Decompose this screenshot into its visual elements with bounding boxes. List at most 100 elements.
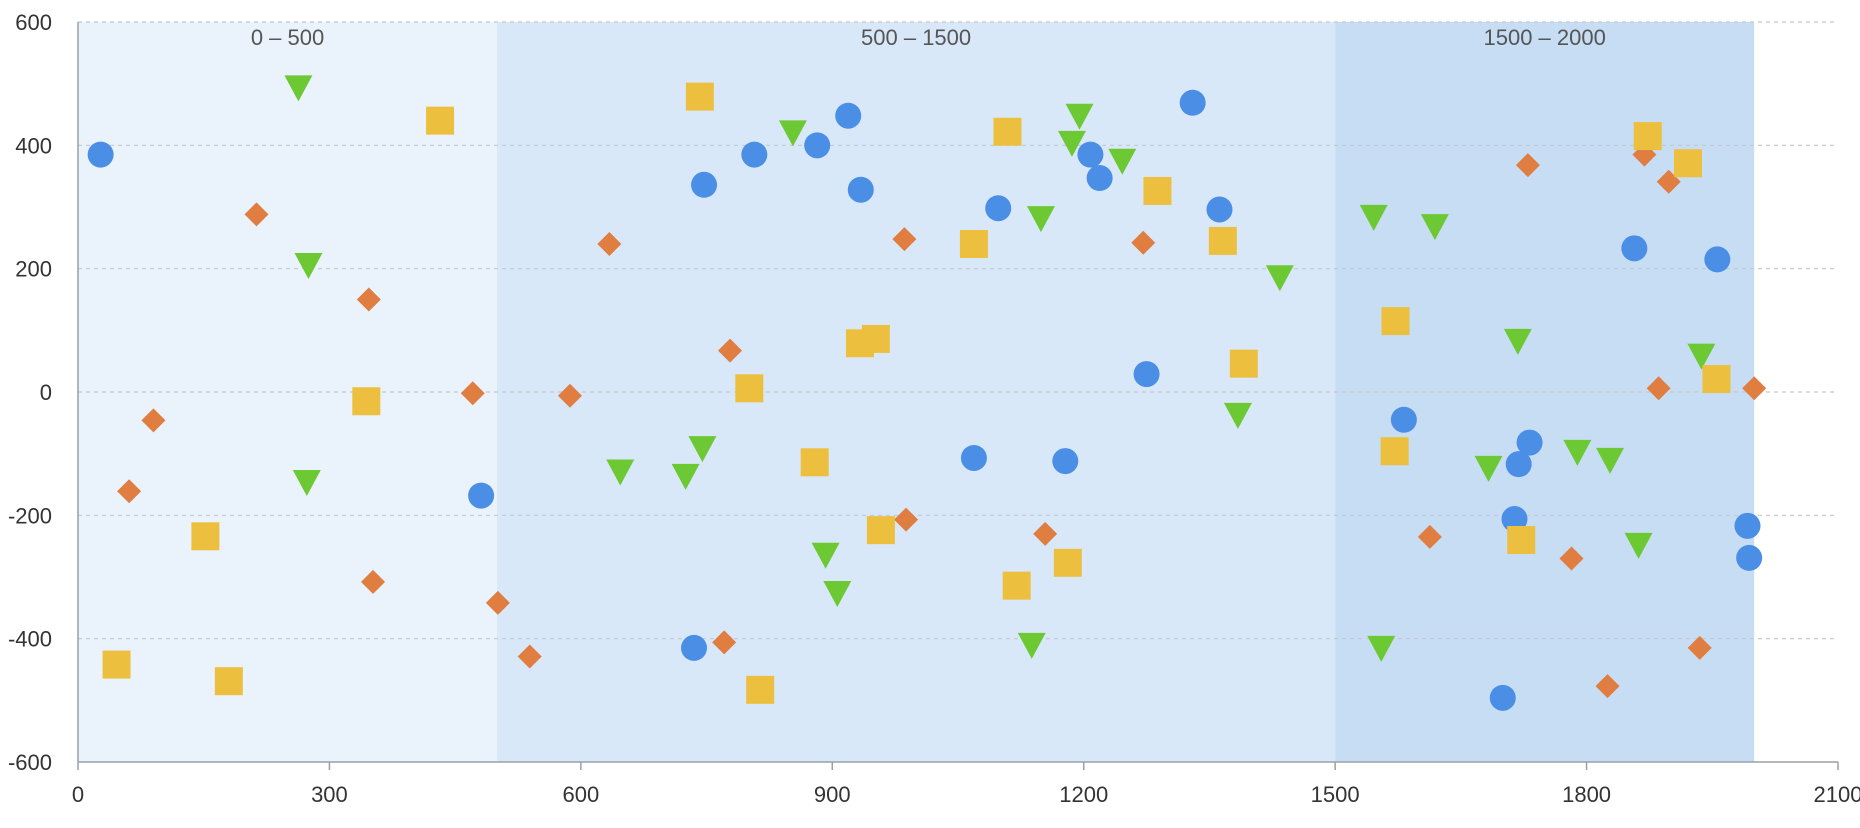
y-tick-label: -400 [8, 627, 52, 652]
point-square [861, 324, 890, 353]
point-circle [1052, 448, 1079, 475]
point-diamond [244, 202, 269, 227]
x-tick-label: 1200 [1059, 782, 1108, 807]
point-diamond [517, 644, 542, 669]
point-square [746, 675, 775, 704]
point-circle [835, 102, 862, 129]
point-square [214, 667, 243, 696]
point-triangle-down [811, 542, 840, 569]
point-diamond [117, 479, 142, 504]
point-triangle-down [1065, 103, 1094, 130]
point-circle [1206, 196, 1233, 223]
point-diamond [1687, 635, 1712, 660]
x-tick-label: 2100 [1814, 782, 1860, 807]
point-triangle-down [606, 459, 635, 486]
point-square [426, 106, 455, 135]
point-square [685, 82, 714, 111]
x-tick-label: 300 [311, 782, 348, 807]
band-label: 1500 – 2000 [1483, 25, 1605, 50]
point-circle [804, 132, 831, 159]
point-circle [1501, 506, 1528, 533]
point-circle [1621, 235, 1648, 262]
point-triangle-down [1596, 447, 1625, 474]
point-diamond [894, 507, 919, 532]
point-square [1673, 149, 1702, 178]
y-tick-label: 200 [15, 257, 52, 282]
y-tick-label: 600 [15, 10, 52, 35]
point-triangle-down [294, 252, 323, 279]
point-diamond [557, 383, 582, 408]
point-circle [985, 195, 1012, 222]
point-triangle-down [1367, 635, 1396, 662]
point-triangle-down [1026, 206, 1055, 233]
point-circle [1489, 684, 1516, 711]
y-tick-label: 0 [40, 380, 52, 405]
point-triangle-down [1420, 214, 1449, 241]
point-circle [691, 171, 718, 198]
point-triangle-down [688, 436, 717, 463]
x-tick-label: 600 [562, 782, 599, 807]
x-tick-label: 900 [814, 782, 851, 807]
point-circle [741, 141, 768, 168]
band-label: 0 – 500 [251, 25, 324, 50]
point-triangle-down [1474, 455, 1503, 482]
point-triangle-down [778, 120, 807, 147]
x-tick-label: 1800 [1562, 782, 1611, 807]
x-tick-label: 0 [72, 782, 84, 807]
point-triangle-down [1624, 532, 1653, 559]
point-triangle-down [1265, 265, 1294, 292]
point-diamond [361, 569, 386, 594]
point-triangle-down [1057, 130, 1086, 157]
gridlines [78, 21, 1838, 640]
point-circle [1734, 512, 1761, 539]
y-tick-label: 400 [15, 133, 52, 158]
point-diamond [141, 408, 166, 433]
band-label: 500 – 1500 [861, 25, 971, 50]
point-square [735, 374, 764, 403]
point-square [352, 387, 381, 416]
point-triangle-down [1563, 439, 1592, 466]
x-tick-label: 1500 [1311, 782, 1360, 807]
point-triangle-down [1359, 204, 1388, 231]
point-square [800, 448, 829, 477]
point-diamond [485, 590, 510, 615]
data-marks [87, 75, 1767, 711]
point-square [1702, 365, 1731, 394]
point-diamond [356, 287, 381, 312]
point-square [1633, 122, 1662, 151]
point-triangle-down [671, 463, 700, 490]
point-square [1507, 526, 1536, 554]
point-diamond [718, 338, 743, 363]
point-circle [1086, 165, 1113, 192]
point-diamond [1595, 674, 1620, 699]
point-diamond [1033, 521, 1058, 546]
point-circle [960, 444, 987, 471]
point-diamond [460, 381, 485, 406]
point-circle [1736, 544, 1763, 571]
point-diamond [1417, 524, 1442, 549]
point-circle [1179, 89, 1206, 116]
point-square [866, 516, 895, 545]
point-circle [1077, 141, 1104, 168]
point-triangle-down [1223, 402, 1252, 429]
point-square [102, 650, 131, 679]
point-triangle-down [284, 75, 313, 102]
point-triangle-down [1017, 632, 1046, 659]
point-diamond [1131, 230, 1156, 255]
point-diamond [712, 630, 737, 655]
point-diamond [892, 227, 917, 252]
point-diamond [1559, 546, 1584, 571]
point-circle [1516, 429, 1543, 456]
point-diamond [1742, 376, 1767, 401]
point-square [1380, 437, 1409, 466]
point-square [993, 117, 1022, 146]
point-triangle-down [1108, 148, 1137, 175]
y-tick-label: -600 [8, 750, 52, 775]
point-diamond [1515, 153, 1540, 178]
point-triangle-down [292, 470, 321, 497]
point-square [1053, 548, 1082, 577]
point-circle [1505, 451, 1532, 478]
point-square [1002, 571, 1031, 600]
point-diamond [597, 232, 622, 256]
